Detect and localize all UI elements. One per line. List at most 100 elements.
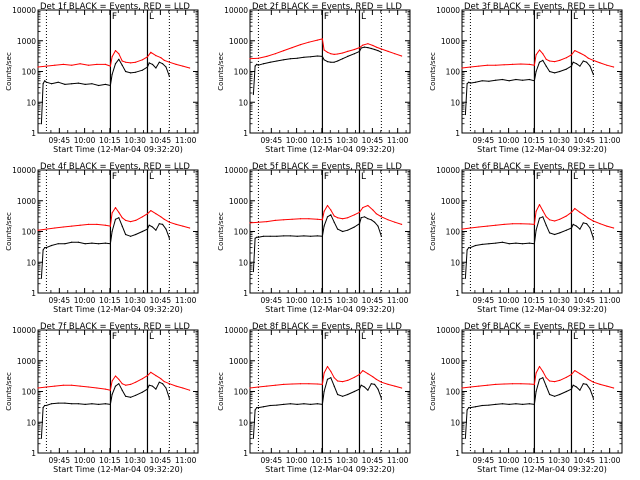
data-point-events bbox=[262, 406, 265, 408]
chart-panel-det-9f: Det 9f BLACK = Events, RED = LLD 1 10 100 10… bbox=[429, 322, 623, 474]
data-point-lld bbox=[189, 67, 191, 69]
data-point-lld bbox=[511, 63, 514, 65]
data-point-lld bbox=[125, 61, 127, 63]
data-point-events bbox=[522, 403, 524, 405]
marker-letter-L: L bbox=[149, 172, 154, 182]
data-point-events bbox=[323, 59, 325, 61]
chart-panel-det-8f: Det 8f BLACK = Events, RED = LLD 1 10 100 10… bbox=[217, 322, 411, 474]
panel-title: Det 1f BLACK = Events, RED = LLD bbox=[40, 2, 190, 12]
data-point-lld bbox=[535, 54, 537, 56]
data-point-lld bbox=[175, 223, 177, 225]
marker-letter-F: F bbox=[112, 12, 117, 22]
data-point-lld bbox=[375, 46, 377, 48]
y-tick-label: 10000 bbox=[224, 326, 248, 335]
data-point-lld bbox=[342, 52, 344, 54]
chart-panel-det-1f: Det 1f BLACK = Events, RED = LLD 1 10 100 10… bbox=[5, 2, 199, 154]
y-tick-label: 10000 bbox=[12, 166, 36, 175]
data-point-lld bbox=[538, 204, 541, 206]
data-point-lld bbox=[486, 384, 488, 386]
data-point-lld bbox=[549, 60, 551, 62]
data-point-lld bbox=[606, 385, 608, 387]
data-point-lld bbox=[299, 218, 302, 220]
data-point-lld bbox=[528, 63, 531, 65]
chart-panel-det-2f: Det 2f BLACK = Events, RED = LLD 1 10 100 10… bbox=[217, 2, 411, 154]
y-tick-label: 10000 bbox=[224, 6, 248, 15]
data-point-events bbox=[252, 437, 254, 439]
data-point-lld bbox=[574, 207, 576, 210]
data-point-events bbox=[269, 404, 271, 407]
data-point-events bbox=[121, 225, 123, 227]
series-line-events bbox=[40, 217, 170, 279]
data-point-lld bbox=[347, 50, 349, 53]
data-point-lld bbox=[175, 63, 177, 65]
data-point-events bbox=[337, 228, 339, 230]
data-point-events bbox=[303, 235, 305, 237]
data-point-lld bbox=[511, 223, 514, 225]
y-axis-label: Counts/sec bbox=[429, 212, 437, 251]
data-point-events bbox=[321, 403, 323, 405]
data-point-events bbox=[579, 389, 581, 391]
marker-letter-L: L bbox=[149, 12, 154, 22]
x-tick-label: 11:00 bbox=[387, 456, 409, 465]
data-point-lld bbox=[121, 60, 123, 62]
marker-letter-L: L bbox=[361, 332, 366, 342]
data-point-events bbox=[495, 403, 497, 405]
data-point-lld bbox=[401, 55, 403, 57]
data-point-events bbox=[135, 233, 137, 236]
data-point-lld bbox=[579, 52, 581, 54]
data-point-lld bbox=[495, 64, 497, 66]
x-axis-label: Start Time (12-Mar-04 09:32:20) bbox=[53, 145, 183, 154]
data-point-events bbox=[549, 393, 551, 396]
chart-panel-det-4f: Det 4f BLACK = Events, RED = LLD 1 10 100 10… bbox=[5, 162, 199, 314]
y-tick-label: 1 bbox=[455, 449, 460, 458]
chart-panel-det-5f: Det 5f BLACK = Events, RED = LLD 1 10 100 10… bbox=[217, 162, 411, 314]
data-point-lld bbox=[274, 384, 276, 386]
data-point-events bbox=[50, 403, 53, 405]
data-point-events bbox=[121, 389, 123, 391]
data-point-events bbox=[333, 61, 335, 63]
data-point-events bbox=[64, 243, 66, 245]
data-point-events bbox=[374, 221, 376, 223]
data-point-lld bbox=[274, 53, 276, 55]
chart-panel-det-6f: Det 6f BLACK = Events, RED = LLD 1 10 100 10… bbox=[429, 162, 623, 314]
series-line-lld bbox=[37, 371, 190, 391]
data-point-lld bbox=[299, 383, 302, 385]
data-point-lld bbox=[96, 223, 98, 225]
data-point-events bbox=[323, 390, 325, 393]
data-point-events bbox=[296, 403, 298, 405]
data-point-events bbox=[316, 235, 318, 237]
data-point-events bbox=[488, 243, 490, 245]
x-axis-label: Start Time (12-Mar-04 09:32:20) bbox=[265, 145, 395, 154]
data-point-events bbox=[342, 58, 344, 60]
data-point-lld bbox=[323, 210, 325, 212]
data-point-events bbox=[370, 47, 372, 50]
y-tick-label: 10000 bbox=[436, 166, 460, 175]
x-tick-label: 10:00 bbox=[498, 136, 520, 145]
data-point-events bbox=[326, 61, 329, 63]
plot-frame bbox=[461, 169, 623, 294]
data-point-events bbox=[44, 404, 46, 407]
y-tick-label: 10 bbox=[238, 418, 248, 427]
data-point-events bbox=[330, 214, 332, 216]
data-point-events bbox=[363, 46, 366, 48]
data-point-events bbox=[326, 216, 329, 218]
data-point-events bbox=[469, 407, 471, 409]
data-point-lld bbox=[486, 64, 488, 66]
data-point-events bbox=[582, 60, 584, 62]
data-point-lld bbox=[565, 215, 568, 217]
data-point-lld bbox=[469, 227, 471, 229]
data-point-events bbox=[360, 384, 362, 386]
data-point-lld bbox=[79, 63, 81, 65]
data-point-events bbox=[44, 80, 46, 82]
data-point-events bbox=[347, 229, 349, 231]
data-point-lld bbox=[559, 379, 561, 381]
x-tick-label: 11:00 bbox=[175, 136, 197, 145]
x-tick-label: 10:15 bbox=[523, 136, 545, 145]
data-point-lld bbox=[291, 47, 293, 49]
data-point-lld bbox=[333, 215, 335, 217]
data-point-lld bbox=[333, 53, 335, 56]
data-point-events bbox=[488, 80, 490, 82]
x-tick-label: 10:00 bbox=[498, 456, 520, 465]
data-point-lld bbox=[146, 375, 149, 377]
data-point-events bbox=[42, 83, 44, 85]
